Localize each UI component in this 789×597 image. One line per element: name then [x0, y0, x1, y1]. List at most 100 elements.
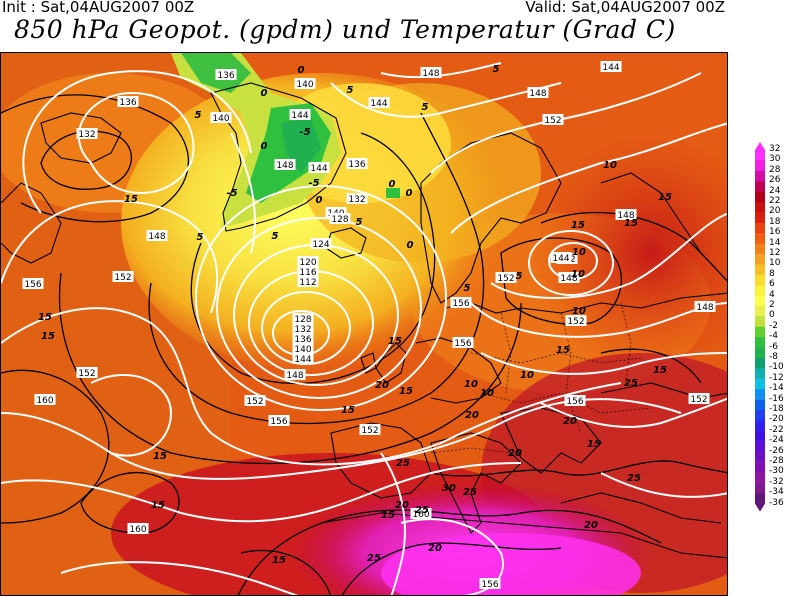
geopotential-value: 132 [294, 325, 311, 335]
geopotential-label: 132 [346, 193, 368, 205]
temperature-value: 25 [396, 458, 410, 469]
temperature-value: 15 [38, 312, 52, 323]
color-scale-cell [755, 191, 765, 203]
color-scale-label: 22 [769, 196, 781, 206]
geopotential-labels: 1361401481441321361401441481441401361321… [22, 61, 716, 590]
temperature-value: 10 [572, 306, 586, 317]
temperature-value: 10 [571, 269, 585, 280]
geopotential-label: 140 [210, 112, 232, 124]
color-scale-label: 8 [769, 268, 775, 279]
temperature-value: 25 [624, 378, 638, 389]
color-scale-label: -26 [769, 445, 784, 456]
color-scale-label: -36 [769, 497, 784, 508]
geopotential-value: 136 [119, 98, 136, 108]
geopotential-label: 140 [294, 78, 316, 90]
color-scale-label: 10 [769, 258, 781, 269]
geopotential-value: 140 [212, 114, 229, 124]
color-scale-label: -14 [769, 383, 784, 394]
header: Init : Sat,04AUG2007 00Z Valid: Sat,04AU… [0, 0, 789, 52]
color-scale-label: 0 [769, 310, 775, 321]
geopotential-value: 128 [331, 215, 348, 225]
temperature-value: 5 [197, 232, 204, 243]
temperature-value: 15 [653, 365, 667, 376]
geopotential-label: 136 [346, 158, 368, 170]
geopotential-label: 156 [479, 578, 501, 590]
geopotential-value: 144 [291, 111, 308, 121]
temperature-value: 10 [572, 247, 586, 258]
geopotential-value: 156 [454, 339, 471, 349]
geopotential-value: 156 [24, 280, 41, 290]
temperature-value: 5 [493, 64, 500, 75]
geopotential-value: 124 [312, 240, 329, 250]
geopotential-value: 148 [529, 89, 546, 99]
temperature-value: 5 [272, 231, 279, 242]
geopotential-value: 132 [348, 195, 365, 205]
temperature-value: 15 [124, 194, 138, 205]
color-scale-cell [755, 306, 765, 317]
temperature-value: 15 [151, 500, 165, 511]
init-time: Init : Sat,04AUG2007 00Z [2, 0, 195, 16]
geopotential-label: 124 [310, 238, 332, 250]
geopotential-label: 160 [410, 508, 432, 520]
temperature-value: 5 [356, 217, 363, 228]
geopotential-label: 112 [297, 276, 319, 288]
geopotential-value: 152 [544, 116, 561, 126]
geopotential-label: 136 [215, 69, 237, 81]
greenland-cold-area [171, 53, 341, 228]
geopotential-value: 140 [296, 80, 313, 90]
geopotential-value: 148 [617, 211, 634, 221]
color-scale-cell [755, 233, 765, 244]
temperature-value: 5 [464, 283, 471, 294]
color-scale-label: -16 [769, 393, 784, 404]
color-scale-label: -20 [769, 414, 784, 425]
geopotential-value: 120 [299, 258, 316, 268]
temperature-value: 25 [627, 473, 641, 484]
geopotential-label: 156 [564, 395, 586, 407]
geopotential-value: 152 [78, 369, 95, 379]
color-scale-label: 16 [769, 227, 781, 238]
geopotential-value: 160 [36, 396, 53, 406]
color-scale-bar [755, 142, 765, 512]
temperature-value: 5 [195, 110, 202, 121]
geopotential-label: 136 [292, 333, 314, 345]
color-scale-cell [755, 441, 765, 452]
color-scale-label: 18 [769, 216, 781, 227]
geopotential-label: 156 [452, 337, 474, 349]
geopotential-value: 148 [696, 303, 713, 313]
color-scale-cell [755, 420, 765, 432]
color-scale-label: 30 [769, 154, 781, 165]
temperature-value: 20 [584, 520, 598, 531]
temperature-value: 15 [381, 510, 395, 521]
color-scale-label: -2 [769, 320, 778, 331]
color-scale-label: -8 [769, 352, 778, 362]
color-scale-label: -18 [769, 404, 784, 414]
temperature-value: 0 [261, 88, 268, 99]
geopotential-label: 140 [292, 343, 314, 355]
geopotential-value: 156 [452, 299, 469, 309]
geopotential-label: 128 [329, 213, 351, 225]
color-scale-cell [755, 295, 765, 307]
color-scale-cell [755, 410, 765, 421]
temperature-value: 15 [556, 345, 570, 356]
geopotential-value: 152 [246, 397, 263, 407]
color-scale-label: 28 [769, 164, 781, 175]
temperature-value: 15 [399, 386, 413, 397]
temperature-value: 20 [563, 416, 577, 427]
weather-map: 1361401481441321361401441481441401361321… [0, 52, 728, 596]
geopotential-value: 152 [497, 274, 514, 284]
geopotential-label: 152 [244, 395, 266, 407]
temperature-value: 20 [508, 448, 522, 459]
geopotential-label: 144 [292, 353, 314, 365]
temperature-value: 5 [516, 271, 523, 282]
color-scale-cell [755, 212, 765, 224]
scale-bottom-arrow [755, 503, 765, 512]
temperature-value: 10 [603, 160, 617, 171]
temperature-value: 25 [367, 553, 381, 564]
geopotential-value: 144 [310, 164, 327, 174]
color-scale-cell [755, 347, 765, 359]
color-scale-cell [755, 264, 765, 276]
temperature-value: 15 [624, 218, 638, 229]
temperature-value: 0 [389, 179, 396, 190]
temperature-value: 0 [316, 195, 323, 206]
color-scale-label: -34 [769, 487, 784, 498]
